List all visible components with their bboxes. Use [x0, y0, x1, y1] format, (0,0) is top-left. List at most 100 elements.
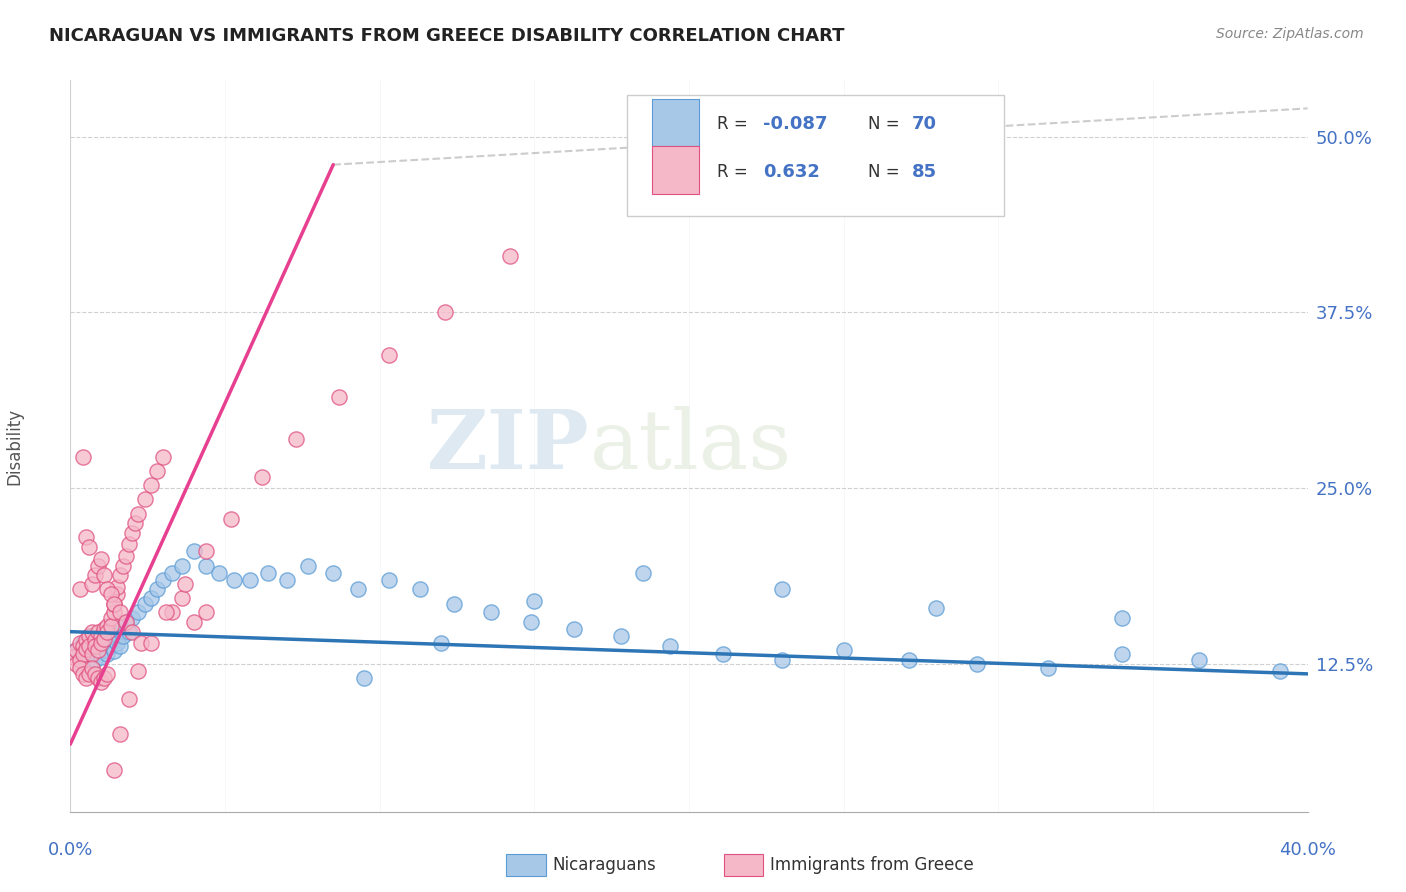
Point — [170, 591, 193, 605]
Point — [90, 675, 112, 690]
Point — [127, 605, 149, 619]
Point — [65, 643, 87, 657]
Point — [72, 666, 94, 681]
Point — [239, 573, 262, 587]
Point — [80, 577, 103, 591]
FancyBboxPatch shape — [652, 99, 699, 146]
Point — [84, 636, 107, 650]
Point — [564, 622, 586, 636]
Point — [90, 650, 112, 665]
Point — [1111, 610, 1133, 624]
Point — [87, 630, 110, 644]
Text: Immigrants from Greece: Immigrants from Greece — [770, 856, 974, 874]
Point — [257, 566, 280, 580]
Point — [103, 763, 125, 777]
Point — [195, 544, 218, 558]
Point — [75, 671, 97, 685]
Point — [93, 624, 115, 639]
Text: R =: R = — [717, 162, 754, 181]
Point — [430, 636, 453, 650]
Point — [173, 577, 195, 591]
Point — [69, 582, 91, 597]
Point — [100, 624, 122, 639]
Point — [118, 692, 141, 706]
Point — [80, 661, 103, 675]
Point — [69, 653, 91, 667]
Text: 85: 85 — [911, 162, 936, 181]
Point — [124, 516, 146, 531]
Point — [108, 639, 131, 653]
Point — [224, 573, 246, 587]
Point — [118, 624, 141, 639]
Point — [121, 610, 143, 624]
Point — [75, 633, 97, 648]
Point — [65, 643, 87, 657]
Point — [84, 639, 107, 653]
Point — [75, 657, 97, 671]
Point — [285, 432, 308, 446]
Point — [65, 657, 87, 671]
Point — [409, 582, 432, 597]
Text: 40.0%: 40.0% — [1279, 841, 1336, 859]
Point — [84, 666, 107, 681]
Point — [433, 305, 456, 319]
Point — [966, 657, 988, 671]
Text: atlas: atlas — [591, 406, 792, 486]
Point — [103, 597, 125, 611]
Point — [80, 647, 103, 661]
Point — [93, 671, 115, 685]
Point — [1188, 653, 1211, 667]
Point — [75, 641, 97, 656]
Point — [84, 653, 107, 667]
Point — [347, 582, 370, 597]
Point — [297, 558, 319, 573]
Point — [152, 450, 174, 465]
Point — [93, 622, 115, 636]
Point — [208, 566, 231, 580]
Point — [659, 639, 682, 653]
Point — [115, 615, 138, 629]
Point — [72, 647, 94, 661]
Point — [90, 629, 112, 643]
Point — [111, 558, 134, 573]
Point — [127, 664, 149, 678]
Point — [520, 615, 543, 629]
Point — [108, 568, 131, 582]
Point — [155, 605, 177, 619]
Text: 0.632: 0.632 — [763, 162, 820, 181]
Point — [87, 643, 110, 657]
Point — [523, 593, 546, 607]
Point — [90, 636, 112, 650]
Point — [105, 580, 128, 594]
Point — [711, 647, 734, 661]
Point — [139, 478, 162, 492]
Point — [87, 624, 110, 639]
Point — [443, 597, 465, 611]
Point — [108, 727, 131, 741]
Point — [121, 624, 143, 639]
Point — [96, 582, 118, 597]
Text: Nicaraguans: Nicaraguans — [553, 856, 657, 874]
Point — [69, 636, 91, 650]
Text: -0.087: -0.087 — [763, 115, 828, 133]
Point — [77, 639, 100, 653]
Point — [105, 636, 128, 650]
Point — [77, 629, 100, 643]
Point — [80, 647, 103, 661]
Point — [219, 512, 242, 526]
Point — [134, 492, 156, 507]
Point — [90, 551, 112, 566]
Point — [118, 537, 141, 551]
Point — [72, 450, 94, 465]
Text: 70: 70 — [911, 115, 936, 133]
Point — [195, 605, 218, 619]
Point — [103, 597, 125, 611]
Point — [139, 636, 162, 650]
Point — [72, 639, 94, 653]
Point — [925, 600, 948, 615]
Point — [96, 624, 118, 639]
Point — [77, 666, 100, 681]
Point — [87, 641, 110, 656]
Point — [103, 644, 125, 658]
Point — [103, 605, 125, 619]
